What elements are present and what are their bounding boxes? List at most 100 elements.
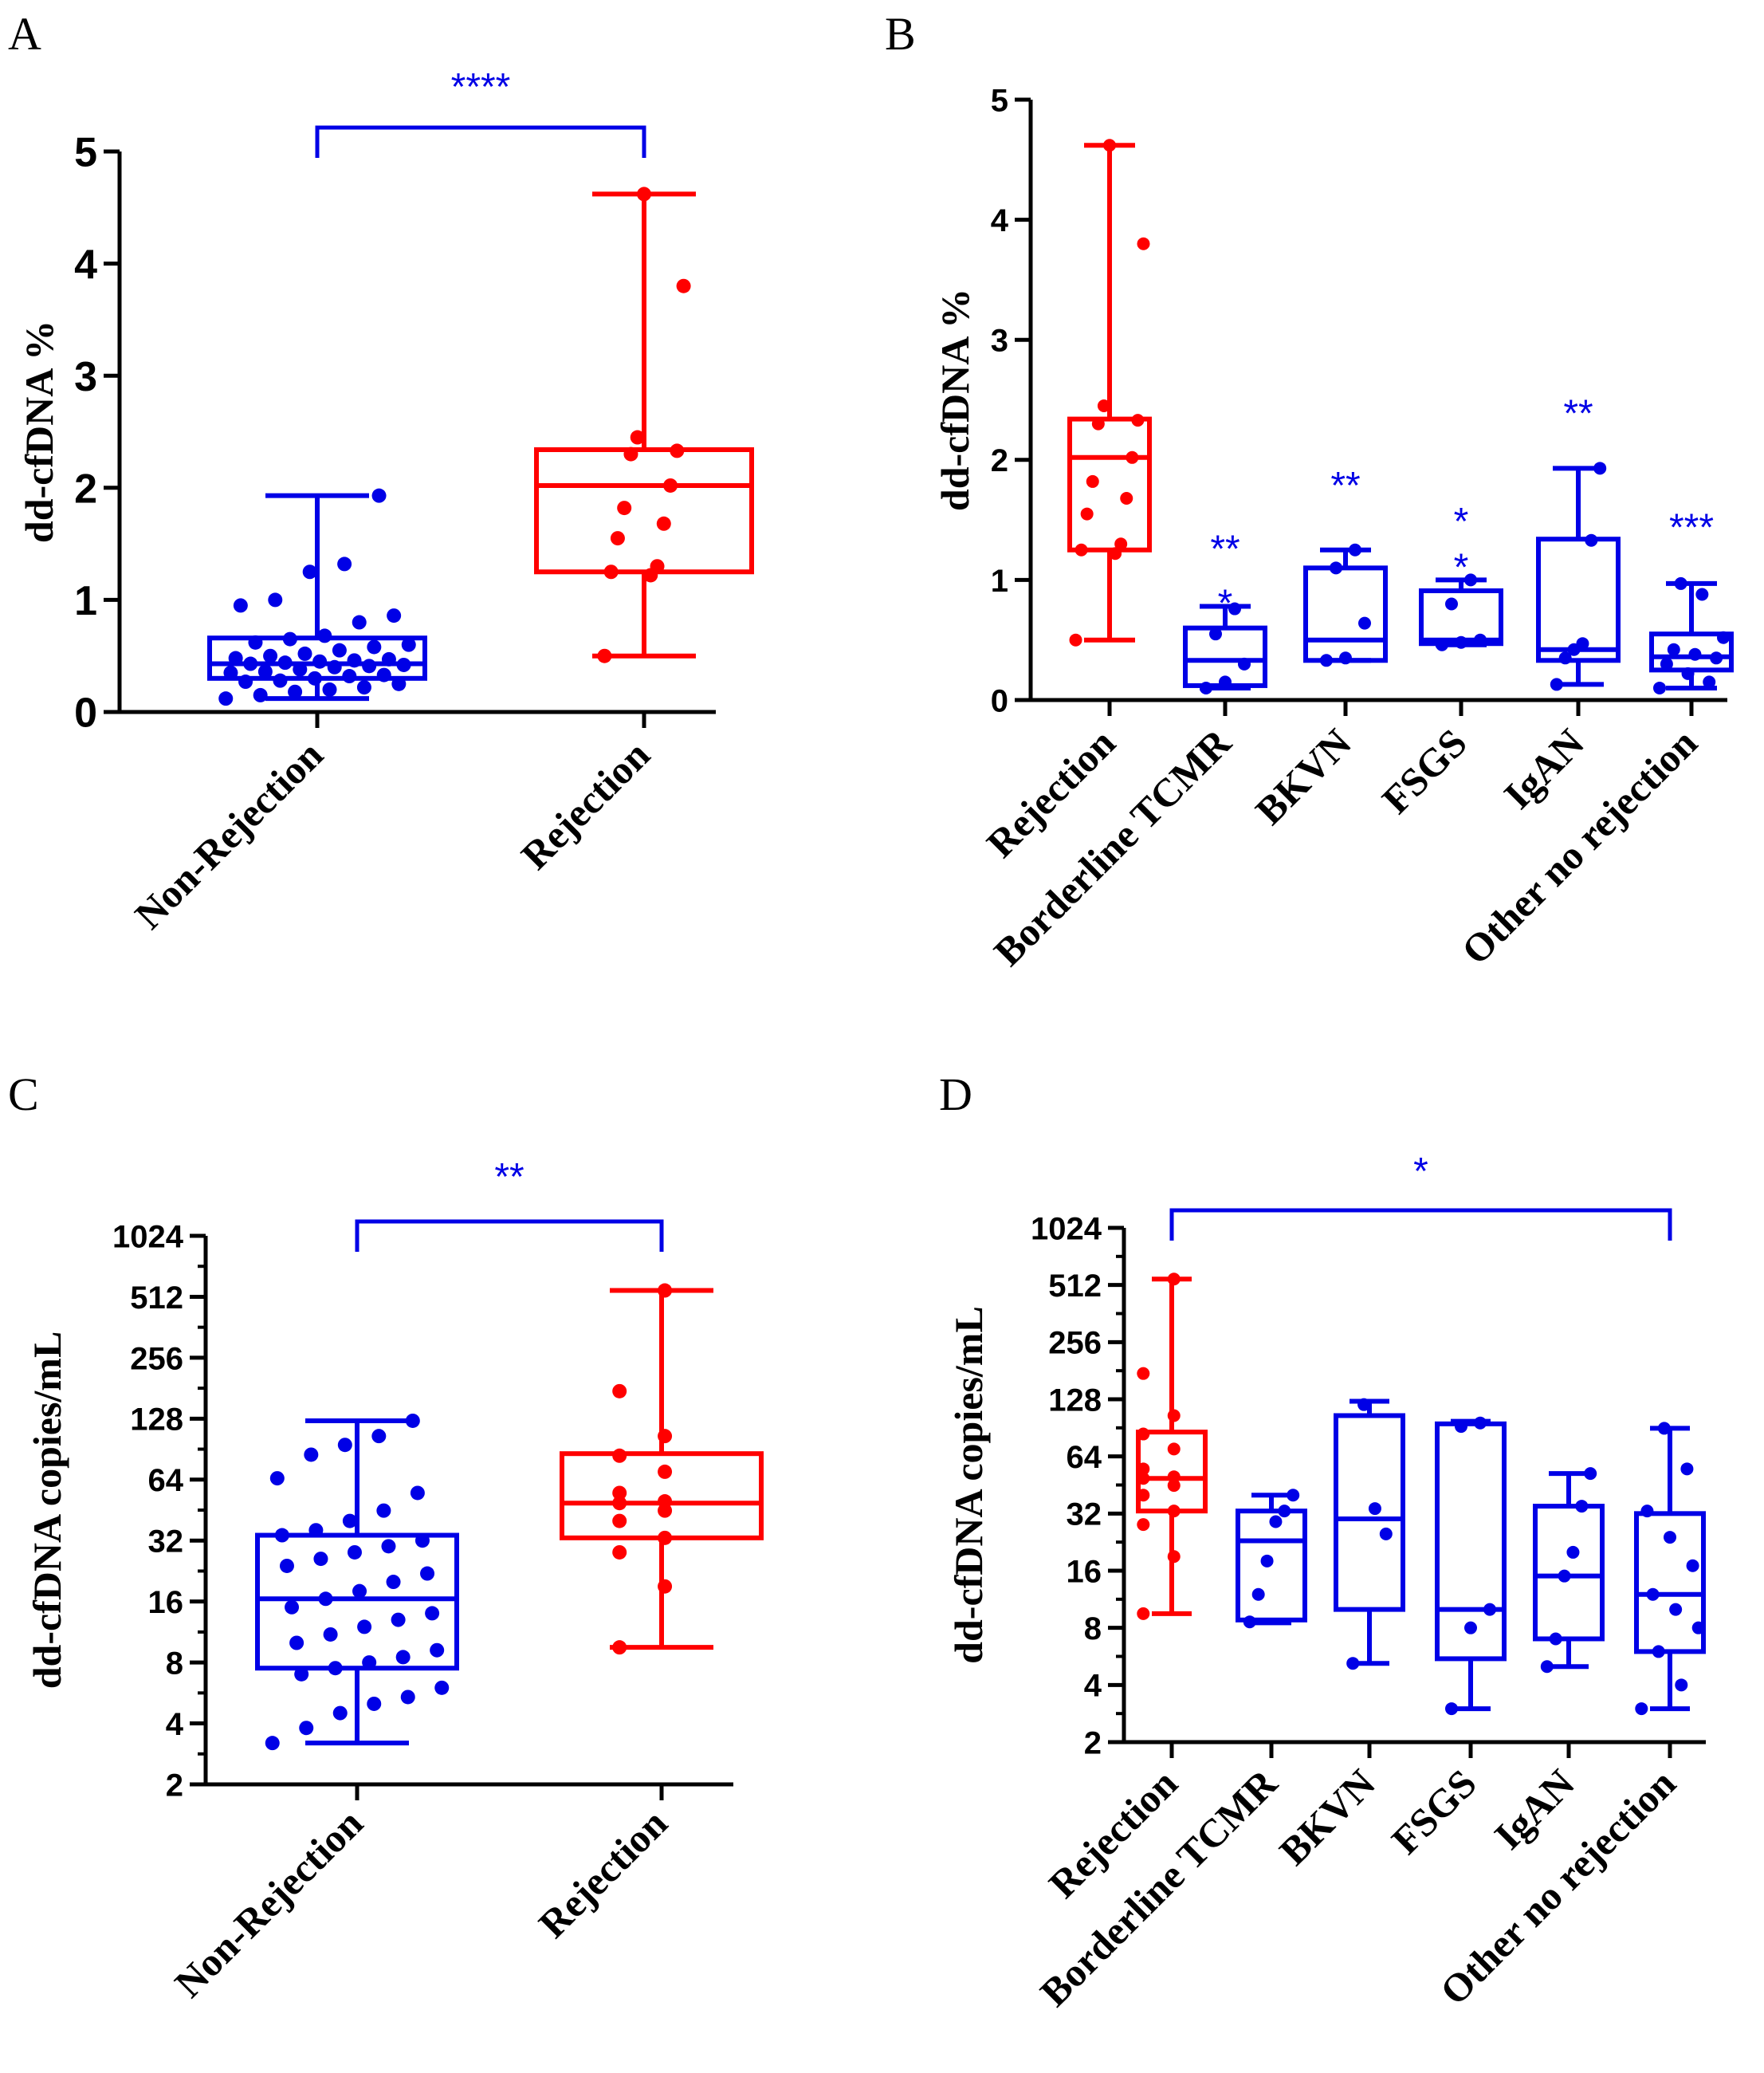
data-point [612,1496,627,1511]
data-point [347,653,362,668]
box-iqr [1419,588,1503,647]
data-point [676,278,691,293]
data-point [253,687,268,702]
box-fsgs [1419,573,1503,651]
data-point [248,635,263,650]
data-point [1219,675,1232,689]
data-point [288,684,303,699]
data-point [289,1635,304,1650]
data-point [308,1523,324,1538]
data-point [1474,1416,1487,1430]
data-point [228,651,243,666]
data-point [347,1544,362,1560]
data-point [328,1661,343,1676]
data-point [294,1666,309,1682]
y-tick-label: 8 [166,1646,183,1682]
data-point [1558,651,1572,665]
box-other-no-rejection [1634,1422,1706,1716]
data-point [1167,1505,1181,1518]
data-point [597,648,612,663]
data-point [218,691,234,706]
significance-label: **** [451,66,511,108]
data-point [312,654,328,669]
significance-label: ** [1210,529,1240,571]
y-tick-label: 3 [74,354,97,400]
data-point [362,659,377,674]
data-point [1657,1422,1671,1435]
data-point [274,1528,289,1543]
data-point [279,1558,294,1573]
y-tick-label: 5 [74,130,97,176]
box-iqr [1435,1421,1507,1662]
data-point [269,1471,285,1486]
y-tick-label: 2 [991,443,1008,478]
data-point [1653,681,1666,694]
data-point [257,664,273,679]
y-tick-label: 4 [166,1707,184,1742]
data-point [1137,1489,1150,1502]
box-igan [1533,1467,1605,1674]
data-point [1120,491,1133,505]
x-tick-label-igan: IgAN [1486,1760,1583,1858]
data-point [658,1429,673,1444]
y-tick-label: 0 [991,683,1008,718]
y-axis-label: dd-cfDNA % [933,289,977,511]
box-iqr [1236,1509,1307,1623]
data-point [1243,1615,1256,1629]
data-point [1103,139,1116,152]
data-point [1464,573,1477,587]
data-point [1339,651,1352,665]
data-point [1717,631,1730,644]
data-point [356,680,371,695]
data-point [1660,657,1673,671]
data-point [1137,1518,1150,1532]
data-point [391,676,407,691]
data-point [332,643,347,658]
data-point [663,478,678,493]
box-iqr [1303,565,1388,663]
data-point [387,608,402,623]
data-point [268,592,283,608]
data-point [357,1619,372,1634]
significance-label: *** [1669,507,1714,549]
significance-label: ** [1330,465,1360,507]
data-point [1346,1657,1360,1670]
data-point [371,1429,387,1444]
data-point [1228,602,1241,616]
data-point [1075,543,1088,557]
data-point [1167,1442,1181,1456]
data-point [623,446,638,462]
data-point [1330,561,1342,575]
significance-label: * [1454,501,1469,543]
y-tick-label: 4 [991,203,1009,238]
y-tick-label: 32 [1067,1497,1102,1532]
y-tick-label: 1024 [112,1219,184,1254]
data-point [371,488,387,503]
data-point [376,1503,391,1518]
data-point [612,1448,627,1463]
y-tick-label: 2 [1084,1725,1102,1760]
box-borderline-tcmr [1183,602,1267,694]
y-tick-label: 5 [991,83,1008,118]
data-point [1137,237,1150,250]
data-point [1436,638,1448,651]
data-point [327,659,342,675]
data-point [617,501,632,516]
data-point [612,1640,627,1655]
data-point [1368,1502,1381,1516]
data-point [1675,1678,1688,1692]
significance-label: * [1454,546,1469,588]
significance-bracket [1169,1208,1672,1241]
data-point [352,1583,367,1599]
box-other-no-rejection [1649,576,1734,694]
data-point [277,655,293,671]
data-point [304,1447,319,1462]
data-point [337,1438,352,1453]
data-point [1575,1500,1589,1513]
data-point [293,662,308,677]
data-point [1126,450,1139,464]
data-point [1464,1621,1477,1634]
data-point [342,1513,357,1528]
box-iqr [255,1532,459,1671]
